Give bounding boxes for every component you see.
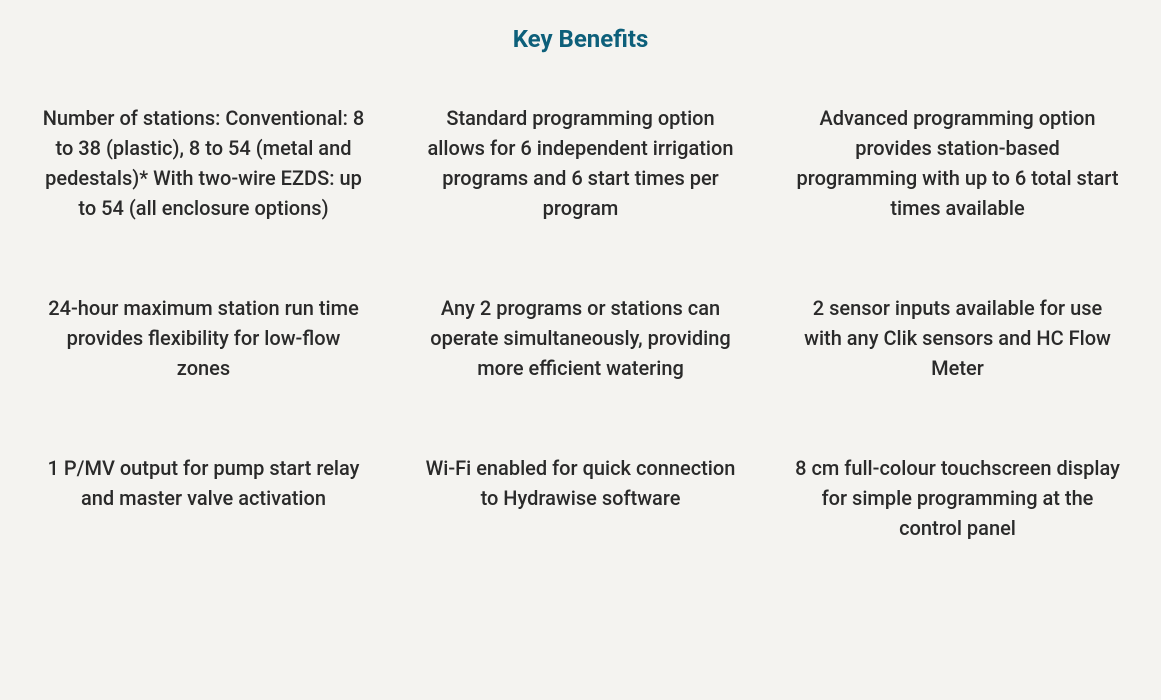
benefit-item: Advanced programming option provides sta… <box>789 103 1126 223</box>
benefit-item: 24-hour maximum station run time provide… <box>35 293 372 383</box>
benefit-item: Wi-Fi enabled for quick connection to Hy… <box>412 453 749 543</box>
benefit-item: Any 2 programs or stations can operate s… <box>412 293 749 383</box>
benefit-item: 2 sensor inputs available for use with a… <box>789 293 1126 383</box>
benefit-item: Standard programming option allows for 6… <box>412 103 749 223</box>
benefit-item: 8 cm full-colour touchscreen display for… <box>789 453 1126 543</box>
benefits-grid: Number of stations: Conventional: 8 to 3… <box>30 103 1131 543</box>
section-heading: Key Benefits <box>30 25 1131 53</box>
benefit-item: Number of stations: Conventional: 8 to 3… <box>35 103 372 223</box>
benefit-item: 1 P/MV output for pump start relay and m… <box>35 453 372 543</box>
